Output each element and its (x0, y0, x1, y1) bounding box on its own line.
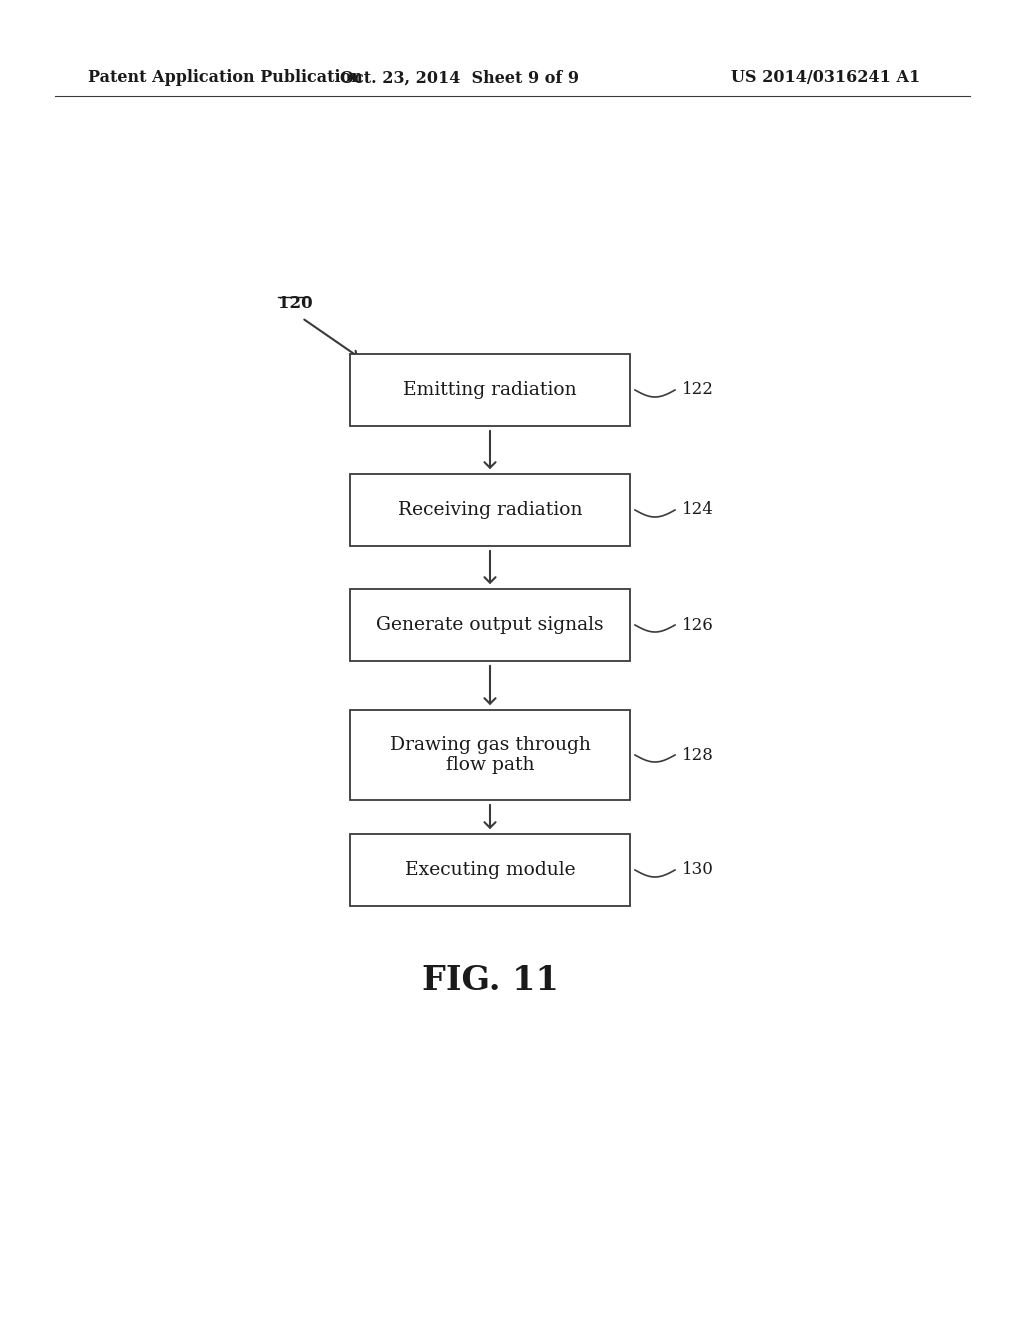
Text: FIG. 11: FIG. 11 (422, 964, 558, 997)
Bar (350, 474, 630, 546)
Text: 130: 130 (682, 862, 714, 879)
Bar (350, 834, 630, 906)
Text: Oct. 23, 2014  Sheet 9 of 9: Oct. 23, 2014 Sheet 9 of 9 (341, 70, 580, 87)
Bar (350, 589, 630, 661)
Text: 122: 122 (682, 381, 714, 399)
Text: US 2014/0316241 A1: US 2014/0316241 A1 (731, 70, 920, 87)
Text: Generate output signals: Generate output signals (376, 616, 604, 634)
Text: Patent Application Publication: Patent Application Publication (88, 70, 362, 87)
Text: Executing module: Executing module (404, 861, 575, 879)
Bar (350, 354, 630, 426)
Text: 128: 128 (682, 747, 714, 763)
Text: Emitting radiation: Emitting radiation (403, 381, 577, 399)
Text: Receiving radiation: Receiving radiation (397, 502, 583, 519)
Text: 120: 120 (278, 294, 312, 312)
Bar (350, 710, 630, 800)
Text: Drawing gas through
flow path: Drawing gas through flow path (389, 735, 591, 775)
Text: 124: 124 (682, 502, 714, 519)
Text: 126: 126 (682, 616, 714, 634)
